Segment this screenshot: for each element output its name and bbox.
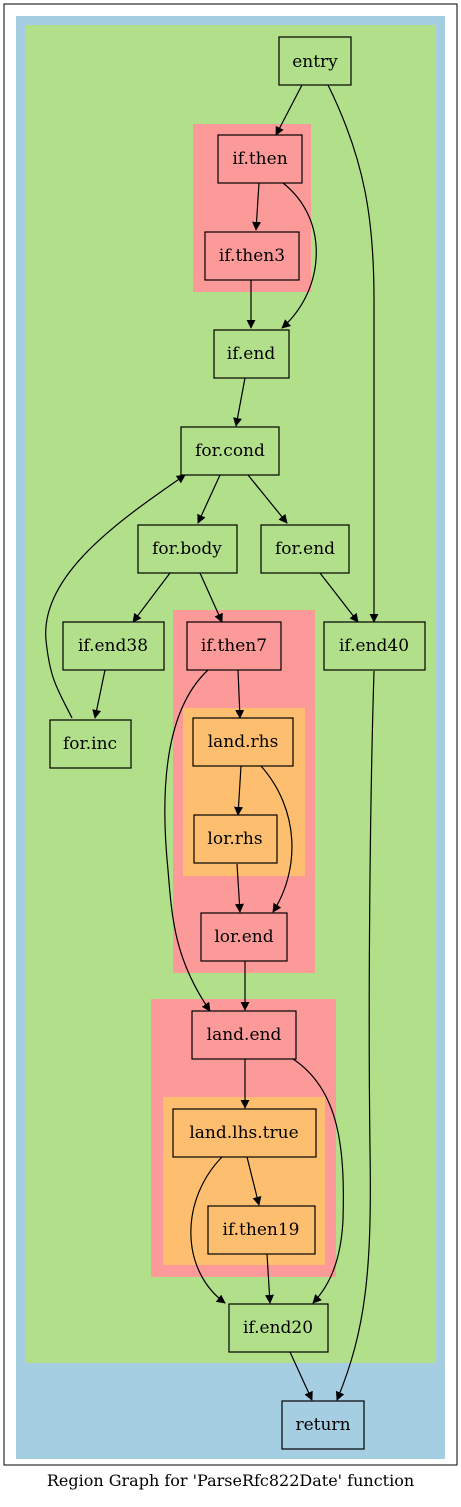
node-if-end38-label: if.end38 [78,636,148,656]
node-if-then19: if.then19 [207,1205,316,1255]
node-land-rhs: land.rhs [192,717,294,767]
edge-land-rhs-lor-end [260,765,293,913]
node-lor-rhs: lor.rhs [193,814,278,864]
edge-if-end-for-cond [233,377,246,427]
node-if-end: if.end [213,329,290,379]
node-for-body-label: for.body [152,539,222,559]
node-if-then19-label: if.then19 [223,1220,300,1240]
node-return: return [281,1400,365,1450]
node-land-lhs-true: land.lhs.true [172,1108,317,1158]
edge-lor-rhs-lor-end [235,863,244,913]
edge-entry-if-end40 [327,84,379,623]
edge-for-end-if-end40 [319,572,359,623]
node-land-end-label: land.end [207,1025,282,1045]
node-if-end20: if.end20 [228,1303,329,1353]
edge-if-then7-land-end [164,669,211,1012]
edge-land-lhs-true-if-end20 [190,1156,226,1304]
edge-if-then19-if-end20 [265,1253,274,1304]
node-land-rhs-label: land.rhs [208,732,279,752]
edge-if-end40-return [335,670,375,1401]
edge-for-inc-for-cond [45,474,186,719]
edge-if-end38-for-inc [92,669,106,719]
node-lor-end-label: lor.end [214,927,273,947]
node-if-end38: if.end38 [62,621,165,671]
node-if-then-label: if.then [232,149,287,169]
node-if-then7-label: if.then7 [201,636,267,656]
node-if-then3: if.then3 [204,231,300,281]
edge-for-body-if-then7 [199,572,223,623]
node-lor-rhs-label: lor.rhs [207,829,262,849]
edge-entry-if-then [275,84,303,136]
node-if-then3-label: if.then3 [219,246,285,266]
node-for-cond: for.cond [180,426,280,476]
edge-land-rhs-lor-rhs [234,765,243,816]
node-for-inc: for.inc [49,719,132,769]
node-land-lhs-true-label: land.lhs.true [189,1123,298,1143]
node-for-cond-label: for.cond [195,441,265,461]
edge-land-lhs-true-if-then19 [246,1156,262,1206]
node-for-end: for.end [260,524,350,574]
node-if-end40: if.end40 [323,621,426,671]
node-for-inc-label: for.inc [63,734,117,754]
edge-if-then7-land-rhs [235,669,245,719]
edge-for-body-if-end38 [132,572,171,623]
node-if-then: if.then [217,134,303,184]
node-if-end20-label: if.end20 [243,1318,313,1338]
edge-if-end20-return [289,1351,313,1401]
edge-land-end-if-end20 [292,1058,344,1304]
node-lor-end: lor.end [200,912,288,962]
graph-caption: Region Graph for 'ParseRfc822Date' funct… [46,1471,415,1490]
node-if-then7: if.then7 [186,621,282,671]
node-land-end: land.end [191,1010,297,1060]
edge-if-then-if-then3 [252,182,262,231]
node-return-label: return [295,1415,350,1435]
node-entry-label: entry [292,52,338,72]
node-entry: entry [278,36,352,86]
edge-for-cond-for-end [247,474,288,524]
node-for-end-label: for.end [275,539,335,559]
edge-for-cond-for-body [197,474,221,524]
node-if-end40-label: if.end40 [339,636,409,656]
node-if-end-label: if.end [227,344,276,364]
edge-if-then-if-end [281,182,317,329]
node-for-body: for.body [137,524,238,574]
edges [45,84,379,1401]
